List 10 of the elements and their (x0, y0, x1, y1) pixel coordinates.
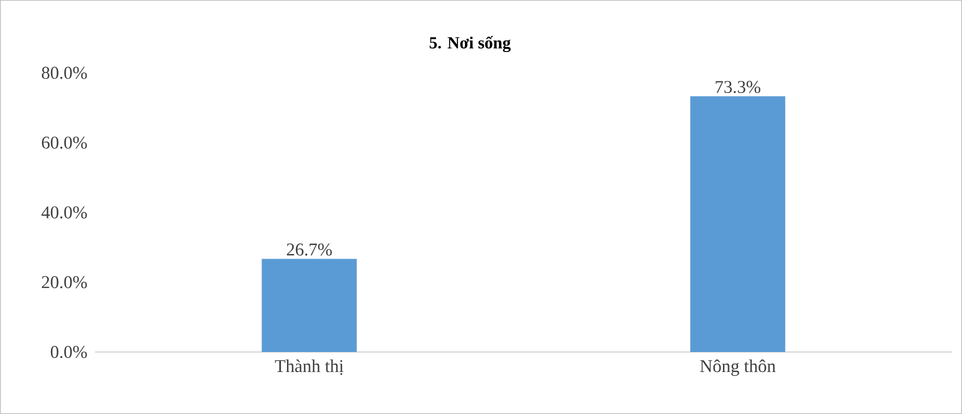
data-label: 73.3% (716, 80, 760, 94)
x-tick-label: Thành thị (274, 360, 344, 375)
y-tick-label: 80.0% (42, 66, 87, 79)
y-tick-label: 60.0% (42, 136, 87, 149)
chart-title: 5. Nơi sống (430, 36, 511, 52)
data-label: 26.7% (286, 243, 332, 256)
x-tick-label: Nông thôn (700, 360, 776, 376)
y-tick-label: 40.0% (42, 206, 87, 219)
y-tick-label: 20.0% (42, 276, 87, 288)
y-tick-label: 0.0% (50, 346, 87, 358)
